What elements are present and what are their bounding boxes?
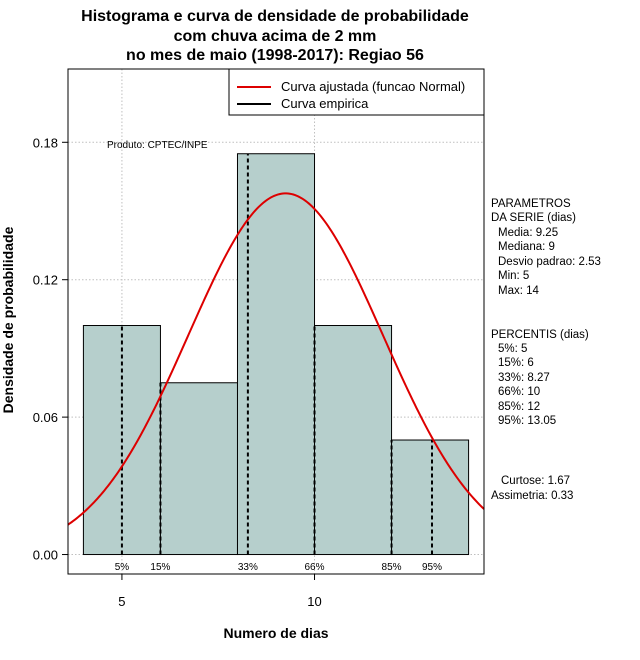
x-axis: 5 10 <box>118 574 322 609</box>
param-mean: Media: 9.25 <box>498 227 558 239</box>
y-tick-label-2: 0.12 <box>33 273 58 288</box>
histogram-bar <box>391 439 470 556</box>
assimetria-value: Assimetria: 0.33 <box>491 490 573 502</box>
param-min: Min: 5 <box>498 270 529 282</box>
legend-box <box>228 68 485 116</box>
histogram-bar <box>314 325 393 556</box>
y-tick-label-0: 0.00 <box>33 548 58 563</box>
legend-label-fit: Curva ajustada (funcao Normal) <box>281 79 465 94</box>
histogram-bar <box>236 153 316 556</box>
histogram-bar <box>159 382 238 556</box>
y-axis: 0.00 0.06 0.12 0.18 <box>33 135 68 563</box>
percentil-95: 95%: 13.05 <box>498 415 556 427</box>
chart-title-line-1: Histograma e curva de densidade de proba… <box>81 8 469 25</box>
percentile-lines <box>120 153 433 555</box>
percentile-label-0: 5% <box>115 562 130 573</box>
y-tick-label-1: 0.06 <box>33 410 58 425</box>
stats-panel: PARAMETROS DA SERIE (dias) Media: 9.25 M… <box>491 198 601 502</box>
percentile-label-4: 85% <box>382 562 402 573</box>
percentile-label-5: 95% <box>422 562 442 573</box>
percentis-title: PERCENTIS (dias) <box>491 329 589 341</box>
percentile-label-1: 15% <box>150 562 170 573</box>
y-axis-title: Densidade de probabilidade <box>0 226 16 413</box>
param-median: Mediana: 9 <box>498 241 555 253</box>
percentil-15: 15%: 6 <box>498 357 534 369</box>
histogram-bars <box>82 153 470 556</box>
legend: Curva ajustada (funcao Normal) Curva emp… <box>228 68 485 116</box>
x-tick-label-0: 5 <box>118 594 125 609</box>
percentile-labels: 5% 15% 33% 66% 85% 95% <box>115 562 442 573</box>
chart-title-line-2: com chuva acima de 2 mm <box>174 28 377 45</box>
percentil-33: 33%: 8.27 <box>498 372 550 384</box>
x-axis-title: Numero de dias <box>223 625 328 641</box>
param-max: Max: 14 <box>498 285 540 297</box>
params-title-1: PARAMETROS <box>491 198 571 210</box>
percentil-5: 5%: 5 <box>498 343 527 355</box>
legend-label-empirical: Curva empirica <box>281 96 369 111</box>
source-annotation: Produto: CPTEC/INPE <box>107 140 208 151</box>
y-tick-label-3: 0.18 <box>33 135 58 150</box>
percentil-85: 85%: 12 <box>498 401 540 413</box>
percentile-label-3: 66% <box>305 562 325 573</box>
percentil-66: 66%: 10 <box>498 386 540 398</box>
x-tick-label-1: 10 <box>307 594 321 609</box>
params-title-2: DA SERIE (dias) <box>491 212 576 224</box>
chart-title-line-3: no mes de maio (1998-2017): Regiao 56 <box>126 47 424 64</box>
param-sd: Desvio padrao: 2.53 <box>498 256 601 268</box>
curtose-value: Curtose: 1.67 <box>501 475 570 487</box>
normal-fit-curve <box>67 192 485 526</box>
percentile-label-2: 33% <box>238 562 258 573</box>
